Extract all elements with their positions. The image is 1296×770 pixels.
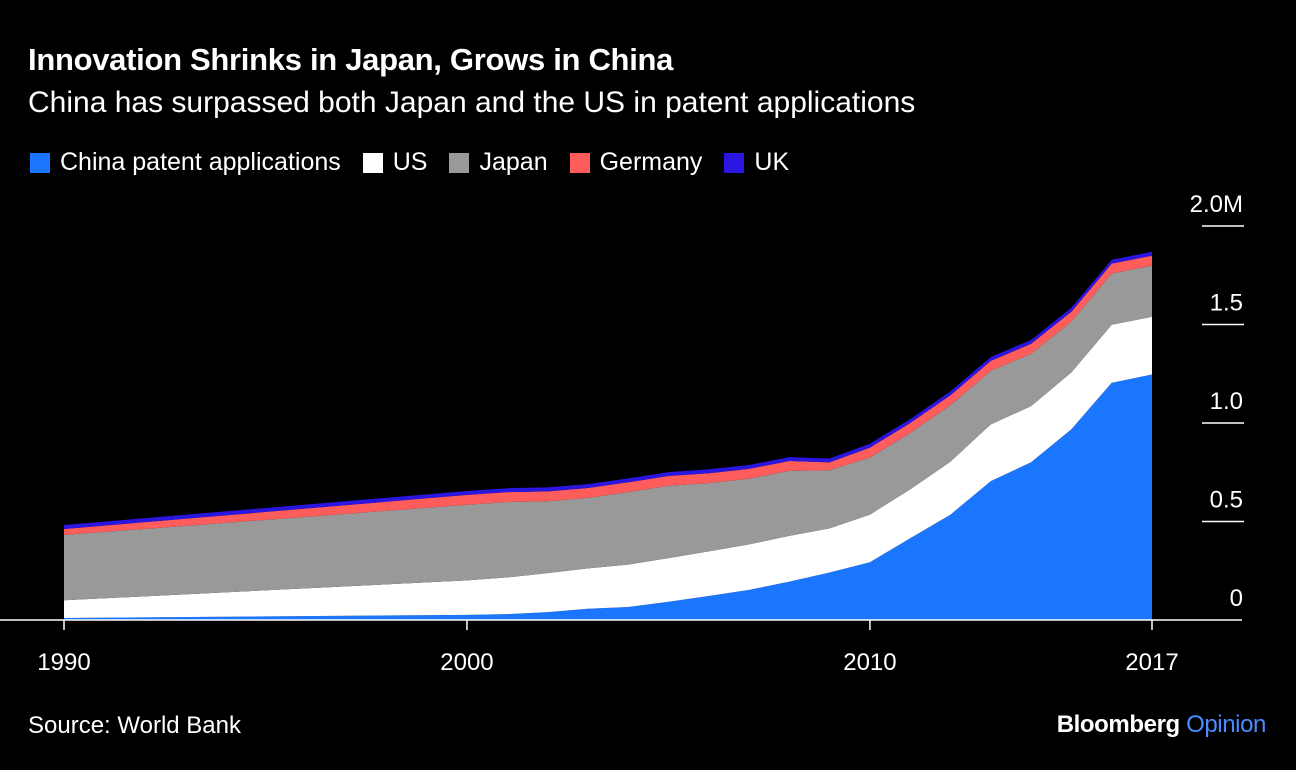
legend-label: Germany bbox=[599, 148, 703, 176]
legend-swatch bbox=[569, 152, 590, 173]
y-tick-label: 0 bbox=[1230, 585, 1243, 612]
y-tick-label: 1.5 bbox=[1210, 290, 1243, 317]
legend: China patent applications US Japan Germany U… bbox=[30, 148, 811, 177]
area-series-japan bbox=[64, 265, 1152, 601]
legend-swatch bbox=[724, 152, 745, 173]
legend-item: China patent applications bbox=[30, 148, 341, 177]
chart-title: Innovation Shrinks in Japan, Grows in Ch… bbox=[28, 42, 674, 77]
legend-label: China patent applications bbox=[60, 148, 341, 176]
source-note: Source: World Bank bbox=[28, 712, 241, 739]
legend-label: US bbox=[392, 148, 428, 176]
legend-item: Japan bbox=[449, 148, 548, 177]
legend-swatch bbox=[449, 152, 470, 173]
chart-subtitle: China has surpassed both Japan and the U… bbox=[28, 86, 916, 119]
y-tick-label: 2.0M bbox=[1190, 191, 1243, 218]
legend-label: Japan bbox=[479, 148, 548, 176]
x-tick-label: 1990 bbox=[37, 649, 90, 676]
legend-swatch bbox=[362, 152, 383, 173]
brand-accent: Opinion bbox=[1186, 711, 1266, 738]
legend-label: UK bbox=[754, 148, 790, 176]
y-tick-label: 0.5 bbox=[1210, 487, 1243, 514]
legend-swatch bbox=[30, 152, 50, 173]
legend-item: US bbox=[362, 148, 428, 177]
area-series-us bbox=[64, 316, 1152, 618]
x-tick-label: 2010 bbox=[843, 649, 896, 676]
y-tick-label: 1.0 bbox=[1210, 388, 1243, 415]
legend-item: Germany bbox=[569, 148, 703, 177]
legend-item: UK bbox=[724, 148, 789, 177]
x-tick-label: 2017 bbox=[1125, 649, 1178, 676]
area-series-china-patent-applications bbox=[64, 374, 1152, 620]
brand-name: Bloomberg bbox=[1056, 711, 1180, 738]
brand-logo: Bloomberg Opinion bbox=[1056, 711, 1267, 739]
x-tick-label: 2000 bbox=[440, 649, 493, 676]
